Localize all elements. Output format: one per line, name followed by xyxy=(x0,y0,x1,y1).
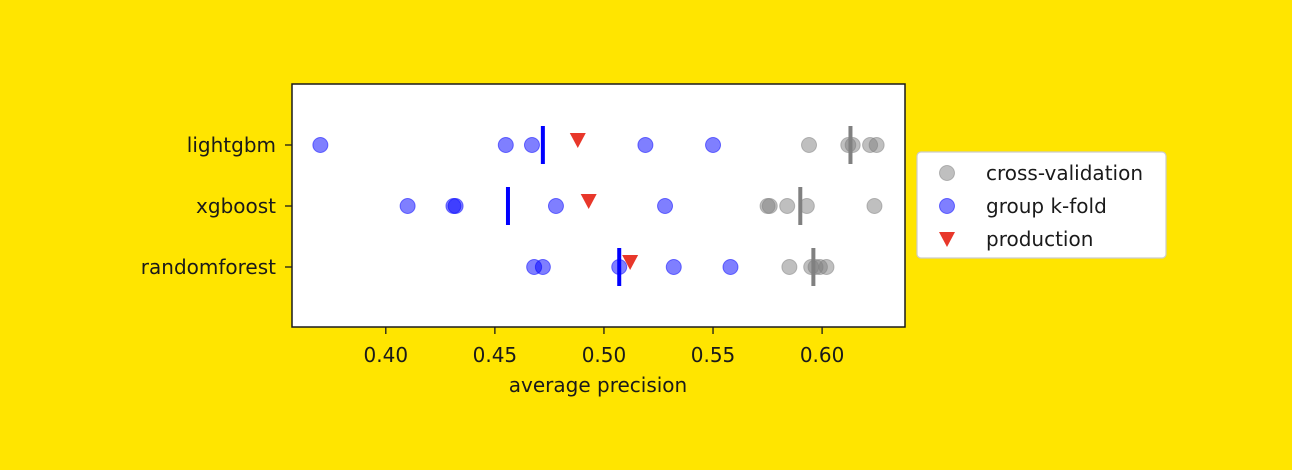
point-cross-validation-xgboost-4 xyxy=(866,198,883,214)
point-cross-validation-xgboost-1 xyxy=(761,198,778,214)
x-tick-label-0.50: 0.50 xyxy=(582,343,627,367)
x-axis-label: average precision xyxy=(509,373,687,397)
x-tick-label-0.45: 0.45 xyxy=(473,343,518,367)
point-group-k-fold-randomforest-4 xyxy=(722,259,739,275)
point-group-k-fold-lightgbm-4 xyxy=(705,137,722,153)
point-production-lightgbm-0 xyxy=(569,133,586,148)
point-production-randomforest-0 xyxy=(622,255,639,270)
axis-ticks xyxy=(285,144,823,334)
legend-box xyxy=(916,151,1167,259)
legend-label-cross-validation: cross-validation xyxy=(986,161,1143,185)
y-tick-label-lightgbm: lightgbm xyxy=(187,133,276,157)
y-tick-label-randomforest: randomforest xyxy=(141,255,276,279)
point-cross-validation-lightgbm-4 xyxy=(868,137,885,153)
point-cross-validation-lightgbm-0 xyxy=(801,137,818,153)
point-cross-validation-randomforest-4 xyxy=(818,259,835,275)
point-group-k-fold-xgboost-2 xyxy=(447,198,464,214)
point-cross-validation-xgboost-2 xyxy=(779,198,796,214)
point-group-k-fold-xgboost-4 xyxy=(657,198,674,214)
plot-frame xyxy=(291,83,906,328)
legend-label-group-k-fold: group k-fold xyxy=(986,194,1107,218)
x-tick-label-0.40: 0.40 xyxy=(364,343,409,367)
x-tick-label-0.55: 0.55 xyxy=(691,343,736,367)
point-cross-validation-randomforest-0 xyxy=(781,259,798,275)
point-group-k-fold-lightgbm-0 xyxy=(312,137,329,153)
point-group-k-fold-randomforest-1 xyxy=(534,259,551,275)
legend-label-production: production xyxy=(986,227,1093,251)
legend: cross-validation group k-fold production xyxy=(916,151,1167,259)
y-tick-label-xgboost: xgboost xyxy=(196,194,276,218)
y-tick-labels: lightgbm xgboost randomforest xyxy=(141,133,276,279)
legend-marker-cross-validation xyxy=(939,165,955,181)
point-group-k-fold-randomforest-3 xyxy=(665,259,682,275)
point-group-k-fold-xgboost-0 xyxy=(399,198,416,214)
point-production-xgboost-0 xyxy=(580,194,597,209)
point-group-k-fold-lightgbm-1 xyxy=(497,137,514,153)
point-cross-validation-lightgbm-2 xyxy=(844,137,861,153)
point-group-k-fold-lightgbm-2 xyxy=(523,137,540,153)
chart-marks xyxy=(312,126,885,286)
x-tick-labels: 0.40 0.45 0.50 0.55 0.60 xyxy=(364,343,845,367)
point-group-k-fold-lightgbm-3 xyxy=(637,137,654,153)
legend-marker-group-k-fold xyxy=(939,198,955,214)
x-tick-label-0.60: 0.60 xyxy=(800,343,845,367)
point-group-k-fold-xgboost-3 xyxy=(547,198,564,214)
legend-marker-production xyxy=(939,232,955,247)
